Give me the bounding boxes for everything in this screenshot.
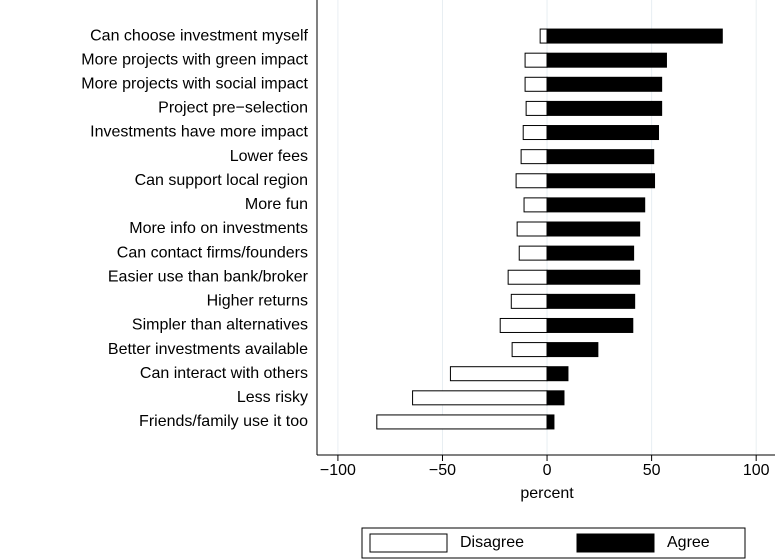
y-tick-label: Project pre−selection [158, 100, 308, 117]
legend-label: Disagree [460, 534, 524, 551]
bar [546, 173, 656, 189]
bar [546, 390, 565, 406]
bar [546, 245, 635, 261]
bar [510, 293, 548, 309]
y-tick-label: Can contact firms/founders [117, 244, 308, 261]
x-tick-label: −100 [320, 462, 356, 479]
y-tick-label: Higher returns [207, 293, 308, 310]
bar [546, 149, 655, 165]
bar [520, 149, 548, 165]
legend-swatch [576, 533, 655, 553]
y-tick-label: Lower fees [230, 148, 308, 165]
bar [524, 52, 548, 68]
bar [546, 28, 723, 44]
bar [546, 100, 663, 116]
bar [507, 269, 548, 285]
bar [546, 125, 660, 141]
bar [516, 221, 548, 237]
x-tick-label: −50 [429, 462, 456, 479]
y-tick-label: Friends/family use it too [139, 413, 308, 430]
bar [523, 197, 548, 213]
bar [546, 76, 663, 92]
x-tick-label: 0 [543, 462, 552, 479]
legend-label: Agree [667, 534, 710, 551]
x-tick-label: 100 [743, 462, 770, 479]
y-tick-label: More projects with green impact [81, 51, 308, 68]
y-tick-label: More projects with social impact [81, 76, 308, 93]
bar [449, 366, 548, 382]
bar [546, 414, 555, 430]
bar [511, 342, 548, 358]
bar [546, 197, 646, 213]
bar [518, 245, 548, 261]
x-axis-label: percent [520, 485, 574, 502]
y-tick-label: More fun [245, 196, 308, 213]
y-tick-label: Can choose investment myself [90, 27, 308, 44]
bar [546, 317, 634, 333]
bar [546, 52, 667, 68]
y-tick-label: Can support local region [135, 172, 308, 189]
bar [499, 317, 548, 333]
bar [522, 125, 548, 141]
y-tick-label: Less risky [237, 389, 308, 406]
bar [546, 221, 641, 237]
bar [524, 76, 548, 92]
legend-swatch [369, 533, 448, 553]
bar [546, 366, 569, 382]
bar [546, 269, 641, 285]
y-tick-label: Better investments available [108, 341, 308, 358]
y-tick-label: Can interact with others [140, 365, 308, 382]
y-tick-label: Investments have more impact [90, 124, 308, 141]
bar [412, 390, 548, 406]
bar [546, 342, 599, 358]
y-tick-label: Easier use than bank/broker [108, 268, 309, 285]
bar [546, 293, 636, 309]
x-tick-label: 50 [643, 462, 661, 479]
bar [515, 173, 548, 189]
y-tick-label: More info on investments [129, 220, 308, 237]
bar [539, 28, 548, 44]
bar [376, 414, 548, 430]
y-tick-label: Simpler than alternatives [132, 317, 308, 334]
bar [525, 100, 548, 116]
